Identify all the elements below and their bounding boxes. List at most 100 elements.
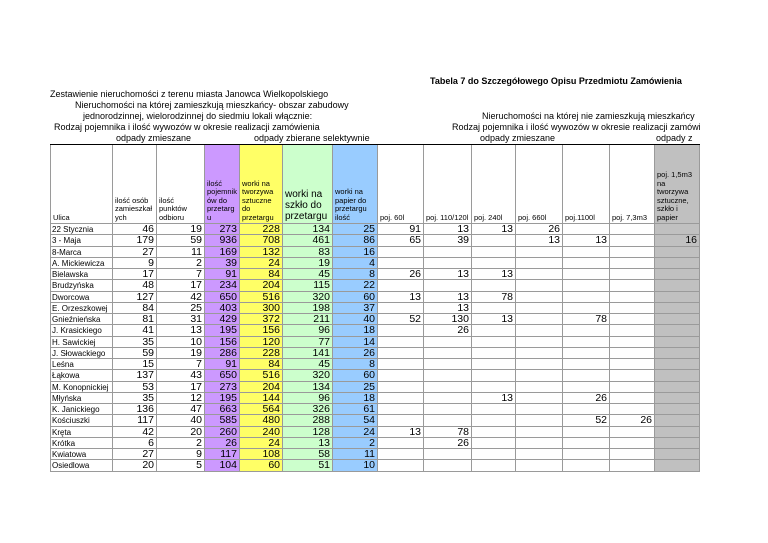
heading: Rodzaj pojemnika i ilość wywozów w okres…: [452, 122, 700, 132]
value-cell: [516, 314, 563, 326]
value-cell: [378, 280, 424, 292]
value-cell: 10: [333, 460, 378, 472]
value-cell: 19: [157, 347, 205, 359]
value-cell: 2: [157, 257, 205, 269]
column-header: worki na szkło do przetargu: [283, 145, 333, 224]
value-cell: 45: [283, 359, 333, 371]
value-cell: [516, 347, 563, 359]
value-cell: [516, 426, 563, 438]
value-cell: [472, 359, 516, 371]
value-cell: 136: [113, 404, 157, 416]
value-cell: 59: [113, 347, 157, 359]
value-cell: 17: [157, 381, 205, 393]
value-cell: 25: [333, 224, 378, 236]
street-cell: Leśna: [50, 359, 113, 371]
street-cell: Łąkowa: [50, 370, 113, 382]
value-cell: 228: [240, 224, 283, 236]
value-cell: 31: [157, 314, 205, 326]
value-cell: 211: [283, 314, 333, 326]
column-header: poj. 240l: [472, 145, 516, 224]
value-cell: 47: [157, 404, 205, 416]
value-cell: [378, 381, 424, 393]
value-cell: 260: [205, 426, 240, 438]
value-cell: [610, 325, 655, 337]
value-cell: [516, 415, 563, 427]
heading: Zestawienie nieruchomości z terenu miast…: [50, 89, 329, 99]
value-cell: [378, 415, 424, 427]
value-cell: [610, 370, 655, 382]
value-cell: 17: [113, 269, 157, 281]
value-cell: 26: [424, 325, 472, 337]
street-cell: Brudzyńska: [50, 280, 113, 292]
heading: Rodzaj pojemnika i ilość wywozów w okres…: [54, 122, 320, 132]
value-cell: 130: [424, 314, 472, 326]
value-cell: [424, 392, 472, 404]
value-cell: 83: [283, 246, 333, 258]
value-cell: [378, 347, 424, 359]
value-cell: 39: [424, 235, 472, 247]
value-cell: 19: [157, 224, 205, 236]
value-cell: 156: [240, 325, 283, 337]
value-cell: [563, 437, 610, 449]
value-cell: [610, 235, 655, 247]
street-cell: Kościuszki: [50, 415, 113, 427]
value-cell: 273: [205, 224, 240, 236]
value-cell: 480: [240, 415, 283, 427]
value-cell: [424, 359, 472, 371]
value-cell: 708: [240, 235, 283, 247]
value-cell: 2: [333, 437, 378, 449]
value-cell: 17: [157, 280, 205, 292]
value-cell: [516, 325, 563, 337]
value-cell: 81: [113, 314, 157, 326]
value-cell: 137: [113, 370, 157, 382]
value-cell: 585: [205, 415, 240, 427]
value-cell: 650: [205, 370, 240, 382]
value-cell: 144: [240, 392, 283, 404]
value-cell: [424, 347, 472, 359]
value-cell: 60: [240, 460, 283, 472]
street-cell: K. Janickiego: [50, 404, 113, 416]
value-cell: [378, 449, 424, 461]
value-cell: 37: [333, 302, 378, 314]
value-cell: [378, 246, 424, 258]
value-cell: [378, 302, 424, 314]
value-cell: 134: [283, 381, 333, 393]
street-cell: H. Sawickiej: [50, 336, 113, 348]
value-cell: [424, 370, 472, 382]
value-cell: [378, 325, 424, 337]
value-cell: [563, 257, 610, 269]
street-cell: Młyńska: [50, 392, 113, 404]
value-cell: [610, 359, 655, 371]
value-cell: 40: [157, 415, 205, 427]
value-cell: [655, 370, 700, 382]
value-cell: [378, 257, 424, 269]
value-cell: 132: [240, 246, 283, 258]
value-cell: 13: [424, 269, 472, 281]
value-cell: 51: [283, 460, 333, 472]
value-cell: [472, 381, 516, 393]
value-cell: 13: [472, 269, 516, 281]
value-cell: [563, 449, 610, 461]
value-cell: 10: [157, 336, 205, 348]
value-cell: 7: [157, 269, 205, 281]
value-cell: 127: [113, 291, 157, 303]
value-cell: 25: [333, 381, 378, 393]
value-cell: [516, 269, 563, 281]
value-cell: 6: [113, 437, 157, 449]
value-cell: 13: [157, 325, 205, 337]
value-cell: [472, 336, 516, 348]
value-cell: [610, 437, 655, 449]
value-cell: 13: [472, 314, 516, 326]
value-cell: 8: [333, 269, 378, 281]
value-cell: 13: [563, 235, 610, 247]
value-cell: 78: [563, 314, 610, 326]
value-cell: [610, 224, 655, 236]
clip: Rodzaj pojemnika i ilość wywozów w okres…: [452, 122, 700, 133]
value-cell: 120: [240, 336, 283, 348]
value-cell: 8: [333, 359, 378, 371]
value-cell: [378, 437, 424, 449]
street-cell: A. Mickiewicza: [50, 257, 113, 269]
value-cell: 14: [333, 336, 378, 348]
value-cell: [424, 449, 472, 461]
